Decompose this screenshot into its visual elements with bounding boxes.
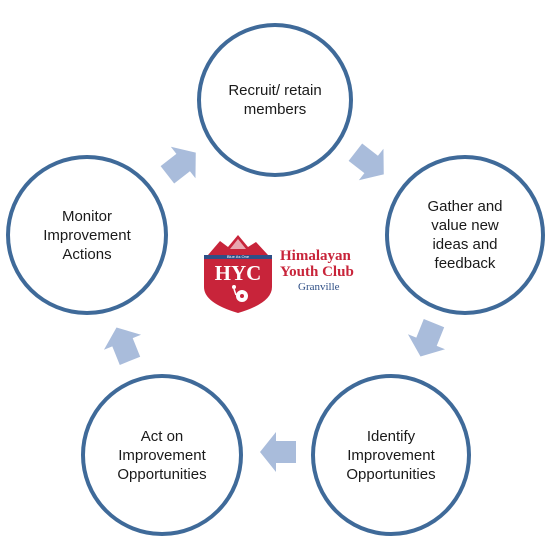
- logo-name-line2: Youth Club: [280, 264, 354, 280]
- node-identify-opportunities: Identify Improvement Opportunities: [311, 374, 471, 536]
- node-label: Recruit/ retain members: [228, 82, 322, 118]
- arrow-gather-to-identify: [407, 319, 446, 357]
- logo-wordmark: Himalayan Youth Club Granville: [280, 248, 354, 294]
- logo-tagline: Blue As One: [227, 254, 250, 259]
- arrow-recruit-to-gather: [348, 143, 384, 181]
- node-gather-ideas-feedback: Gather and value new ideas and feedback: [385, 155, 545, 315]
- arrow-monitor-to-recruit: [160, 146, 196, 184]
- logo-emblem-text: HYC: [215, 261, 262, 285]
- node-label: Gather and value new ideas and feedback: [427, 198, 503, 272]
- node-label: Monitor Improvement Actions: [43, 207, 131, 263]
- logo-location: Granville: [298, 281, 340, 293]
- node-label: Identify Improvement Opportunities: [346, 427, 436, 483]
- logo-name-line1: Himalayan: [280, 248, 351, 264]
- node-label: Act on Improvement Opportunities: [117, 427, 207, 483]
- shield-emblem: [204, 257, 272, 313]
- arrow-identify-to-act: [260, 432, 296, 472]
- hyc-logo: Blue As One HYC: [204, 235, 272, 313]
- node-recruit-retain-members: Recruit/ retain members: [197, 23, 353, 177]
- node-act-on-opportunities: Act on Improvement Opportunities: [81, 374, 243, 536]
- node-monitor-actions: Monitor Improvement Actions: [6, 155, 168, 315]
- arrow-act-to-monitor: [103, 327, 142, 365]
